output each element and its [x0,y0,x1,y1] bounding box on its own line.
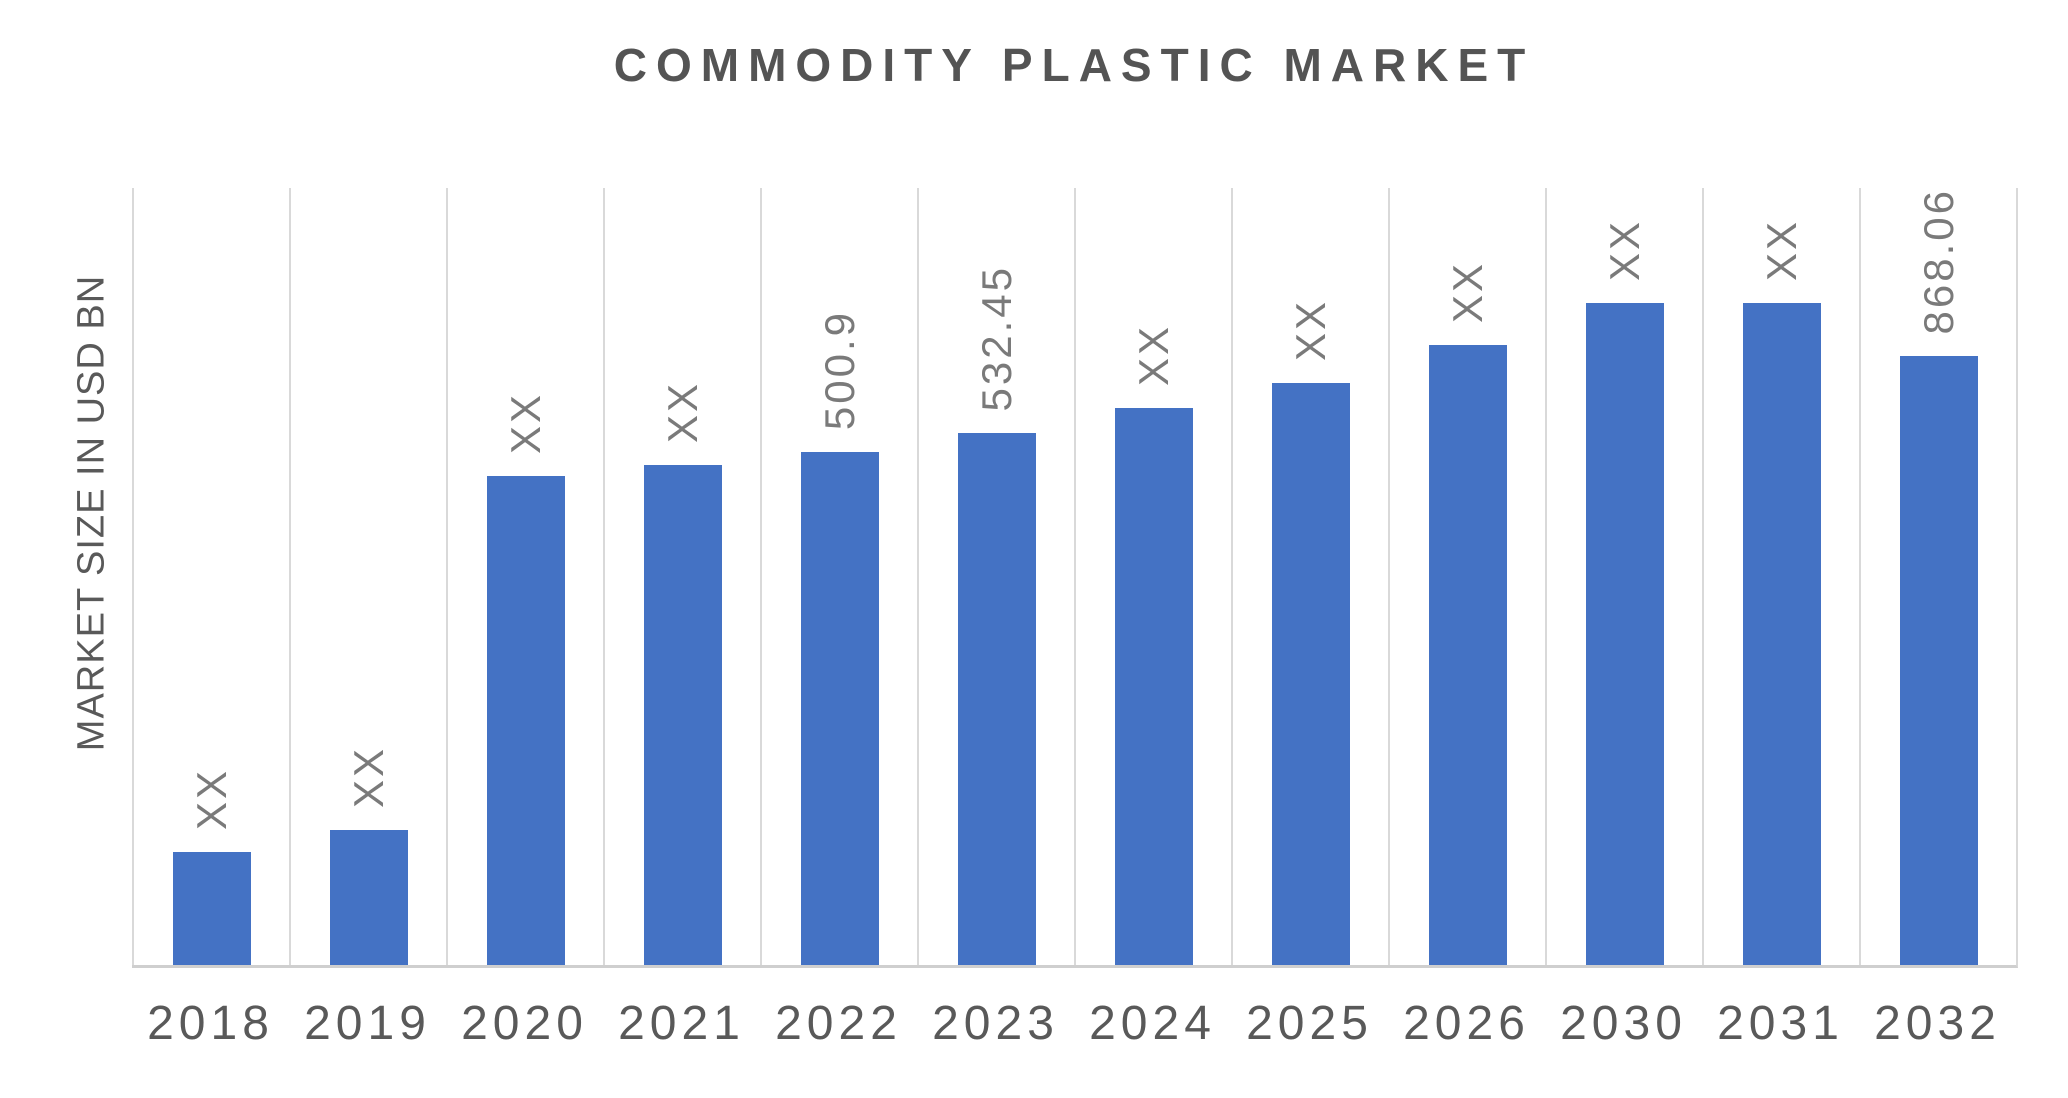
x-axis-tick-label: 2031 [1717,997,1844,1050]
bar-value-label: XX [1600,218,1648,281]
x-axis-tick-label: 2020 [461,997,588,1050]
x-axis-tick-label: 2023 [932,997,1059,1050]
bar-value-label: 532.45 [972,264,1020,411]
bar-slot: 500.9 [760,188,917,965]
bar-slot: XX [1231,188,1388,965]
bar [172,852,251,965]
chart-title: COMMODITY PLASTIC MARKET [613,39,1535,91]
y-axis-title: MARKET SIZE IN USD BN [70,274,113,752]
bar [486,476,565,965]
bar-slot: 532.45 [917,188,1074,965]
x-axis-labels: 2018 2019 2020 2021 2022 2023 2024 2025 … [132,996,2016,1051]
bar [1271,383,1350,965]
x-axis-tick-label: 2030 [1560,997,1687,1050]
bar-value-label: XX [501,391,549,454]
bar-slot: XX [1702,188,1859,965]
bar-value-label: XX [344,745,392,808]
bar-slot: XX [289,188,446,965]
bar-value-label: XX [1286,298,1334,361]
plot-area: XX XX XX XX 500.9 532.45 XX XX XX XX XX [132,188,2018,968]
bar-slot: XX [132,188,289,965]
bar [1742,303,1821,965]
x-axis-tick-label: 2022 [775,997,902,1050]
x-axis-tick-label: 2032 [1874,997,2001,1050]
bar [800,452,879,965]
x-axis-tick-label: 2021 [618,997,745,1050]
bar-value-label: XX [187,767,235,830]
bar [1899,356,1978,965]
bar-value-label: XX [1129,323,1177,386]
bar [329,830,408,965]
bar [1428,345,1507,965]
bar-value-label: 500.9 [815,309,863,430]
bar-slot: XX [446,188,603,965]
x-axis-tick-label: 2019 [304,997,431,1050]
bar [957,433,1036,965]
bar-slot: 868.06 [1859,188,2016,965]
x-axis-tick-label: 2024 [1089,997,1216,1050]
bar [643,465,722,965]
bar-value-label: XX [1443,260,1491,323]
bar-slot: XX [603,188,760,965]
bar [1114,408,1193,965]
bar [1585,303,1664,965]
x-axis-tick-label: 2026 [1403,997,1530,1050]
x-axis-tick-label: 2025 [1246,997,1373,1050]
bar-value-label: XX [1757,218,1805,281]
bar-value-label: 868.06 [1914,188,1962,335]
bar-value-label: XX [658,380,706,443]
bar-slot: XX [1388,188,1545,965]
bar-slot: XX [1074,188,1231,965]
bar-slot: XX [1545,188,1702,965]
x-axis-tick-label: 2018 [147,997,274,1050]
